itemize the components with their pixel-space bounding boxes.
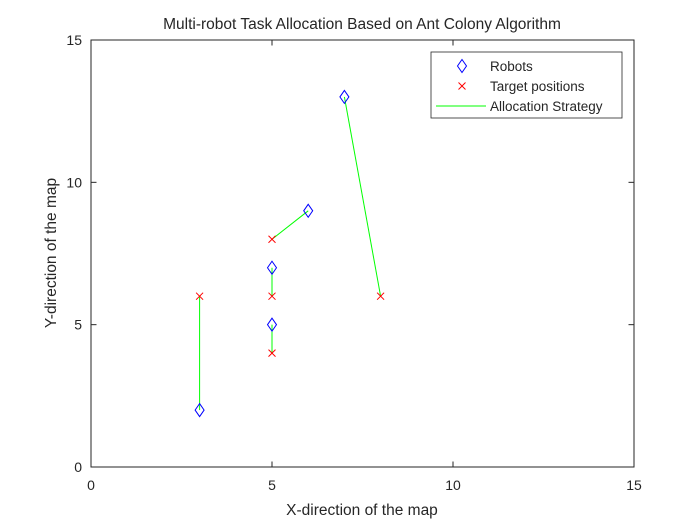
target-marker-2 bbox=[268, 292, 276, 301]
x-tick-label-2: 10 bbox=[445, 477, 461, 493]
markers-layer bbox=[194, 89, 385, 418]
legend-robots-marker bbox=[456, 58, 468, 74]
target-marker-3 bbox=[268, 235, 276, 244]
allocation-line-3 bbox=[271, 210, 309, 240]
y-tick-label-1: 5 bbox=[74, 317, 82, 333]
x-tick-label-1: 5 bbox=[268, 477, 276, 493]
legend-robots-label: Robots bbox=[490, 59, 533, 74]
x-axis-label: X-direction of the map bbox=[286, 502, 438, 519]
axes-box bbox=[90, 39, 635, 468]
robot-marker-0 bbox=[194, 402, 205, 418]
y-tick-label-0: 0 bbox=[74, 459, 82, 475]
legend-allocation-label: Allocation Strategy bbox=[490, 99, 603, 114]
target-marker-1 bbox=[268, 349, 276, 357]
legend-targets-label: Target positions bbox=[490, 79, 585, 94]
chart-title: Multi-robot Task Allocation Based on Ant… bbox=[163, 16, 561, 33]
robot-marker-2 bbox=[266, 260, 278, 276]
x-tick-label-3: 15 bbox=[626, 477, 642, 493]
legend: Robots Target positions Allocation Strat… bbox=[430, 51, 623, 119]
y-tick-label-3: 15 bbox=[66, 32, 82, 48]
allocation-lines-layer bbox=[199, 96, 382, 411]
allocation-line-4 bbox=[343, 96, 382, 297]
target-marker-0 bbox=[195, 292, 204, 301]
robot-marker-1 bbox=[266, 317, 278, 333]
robot-marker-4 bbox=[339, 89, 350, 105]
target-marker-4 bbox=[376, 292, 385, 301]
y-axis-label: Y-direction of the map bbox=[43, 178, 60, 328]
x-tick-label-0: 0 bbox=[87, 477, 95, 493]
y-tick-label-2: 10 bbox=[66, 174, 82, 190]
robot-marker-3 bbox=[303, 203, 314, 219]
ticks-layer: 0 5 10 15 0 5 10 15 bbox=[66, 32, 642, 493]
legend-targets-marker bbox=[458, 82, 466, 90]
